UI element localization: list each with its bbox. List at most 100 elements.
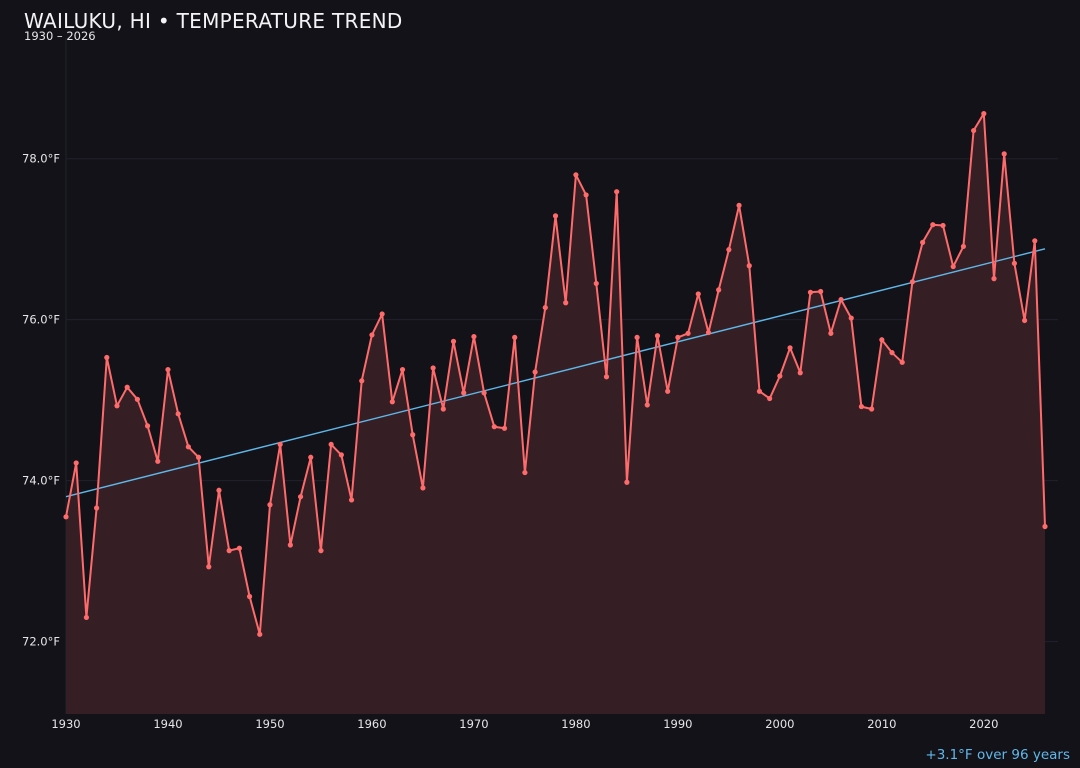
data-point — [399, 366, 406, 373]
data-point — [1022, 317, 1028, 324]
data-point — [328, 441, 334, 448]
data-point — [665, 388, 671, 394]
data-point — [1042, 523, 1048, 530]
data-point — [603, 374, 610, 380]
y-tick-label: 76.0°F — [22, 313, 60, 327]
series-area-fill — [66, 113, 1045, 715]
data-point — [277, 441, 283, 448]
chart-subtitle: 1930 – 2026 — [24, 29, 96, 43]
data-point — [583, 192, 589, 198]
data-point — [818, 288, 824, 295]
data-point — [236, 545, 242, 551]
data-point — [206, 564, 212, 570]
data-point — [297, 494, 304, 500]
data-point — [93, 505, 100, 511]
data-point — [960, 243, 967, 250]
data-point — [736, 202, 742, 208]
y-tick-label: 74.0°F — [22, 474, 60, 488]
data-point — [318, 548, 324, 554]
data-point — [756, 388, 763, 394]
data-point — [532, 369, 538, 375]
trend-annotation: +3.1°F over 96 years — [925, 747, 1070, 763]
data-point — [338, 452, 344, 458]
data-point — [593, 280, 599, 287]
data-point — [675, 334, 681, 340]
data-point — [634, 334, 640, 340]
data-point — [930, 222, 936, 228]
data-point — [144, 423, 151, 429]
trend-line — [65, 248, 1046, 498]
data-point — [542, 304, 548, 311]
data-point — [155, 458, 161, 464]
data-point — [1001, 151, 1007, 157]
data-point — [348, 497, 355, 503]
data-point — [746, 263, 752, 269]
data-point — [216, 487, 222, 493]
data-point — [971, 127, 977, 134]
data-point — [420, 485, 426, 491]
data-point — [685, 330, 691, 336]
data-point — [226, 548, 232, 554]
data-point — [481, 390, 487, 396]
data-point — [573, 172, 579, 178]
data-point — [879, 337, 885, 343]
x-tick-label: 2000 — [765, 717, 794, 731]
data-point — [614, 189, 620, 195]
data-point — [491, 424, 497, 430]
data-point — [83, 614, 89, 621]
data-point — [287, 542, 293, 548]
data-point — [73, 460, 79, 466]
data-point — [705, 329, 712, 336]
x-tick-label: 1970 — [459, 717, 488, 731]
x-tick-label: 1960 — [357, 717, 386, 731]
data-point — [920, 239, 926, 246]
data-point — [501, 425, 508, 431]
x-tick-label: 2020 — [969, 717, 998, 731]
data-point — [909, 279, 916, 285]
data-point — [695, 291, 701, 297]
data-point — [777, 373, 783, 379]
data-point — [114, 403, 120, 409]
data-point — [940, 222, 946, 229]
data-point — [389, 399, 395, 405]
data-point — [165, 366, 171, 373]
x-tick-label: 2010 — [867, 717, 896, 731]
data-point — [104, 354, 110, 361]
chart-title: WAILUKU, HI • TEMPERATURE TREND — [24, 9, 403, 33]
data-point — [1032, 238, 1038, 244]
data-point — [767, 395, 773, 402]
x-tick-label: 1980 — [561, 717, 590, 731]
data-point — [726, 247, 732, 253]
x-tick-label: 1990 — [663, 717, 692, 731]
data-point — [644, 402, 650, 408]
data-point — [461, 390, 467, 396]
data-point — [654, 333, 661, 339]
data-point — [267, 502, 273, 508]
data-point — [410, 432, 416, 438]
data-point — [950, 263, 956, 270]
data-point — [124, 384, 130, 390]
data-point — [858, 403, 865, 410]
data-point — [471, 333, 477, 340]
data-point — [369, 332, 375, 338]
data-point — [379, 311, 385, 317]
data-point — [889, 350, 895, 356]
y-tick-label: 72.0°F — [22, 635, 60, 649]
data-point — [450, 338, 457, 344]
data-point — [563, 300, 569, 306]
data-point — [828, 330, 834, 336]
data-point — [175, 411, 181, 417]
data-point — [430, 365, 436, 371]
data-point — [134, 396, 140, 402]
data-point — [246, 593, 253, 600]
data-point — [899, 359, 905, 365]
data-point — [981, 111, 987, 117]
data-point — [848, 315, 854, 321]
data-point — [308, 454, 314, 460]
data-point — [624, 479, 630, 485]
data-point — [522, 469, 528, 476]
data-point — [195, 454, 202, 460]
y-tick-label: 78.0°F — [22, 152, 60, 166]
data-point — [869, 406, 875, 412]
data-point — [716, 287, 722, 293]
